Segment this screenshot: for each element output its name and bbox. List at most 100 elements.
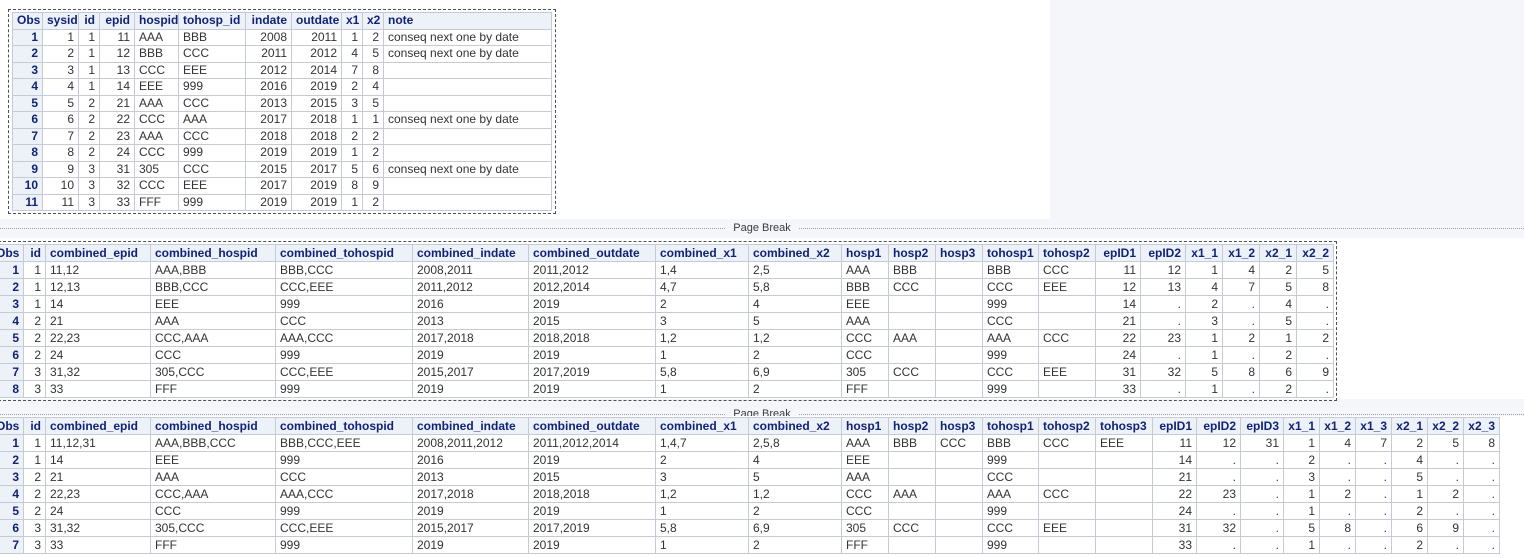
table-cell: 22 bbox=[1152, 485, 1197, 503]
table-cell: 2 bbox=[23, 329, 46, 347]
table-cell: AAA,BBB bbox=[150, 261, 276, 279]
table-cell: 5 bbox=[42, 94, 79, 112]
table-cell bbox=[935, 312, 983, 330]
table-cell: 12,13 bbox=[45, 278, 151, 296]
table-cell: 4 bbox=[1391, 451, 1428, 469]
table-cell: 2019 bbox=[528, 536, 656, 554]
table-cell: 4 bbox=[341, 45, 363, 63]
table-cell: 8 bbox=[1222, 363, 1260, 381]
column-header: Obs bbox=[0, 417, 24, 435]
table-cell: 2017 bbox=[245, 111, 292, 129]
table-cell: 3 bbox=[23, 380, 46, 398]
table-cell: 5 bbox=[341, 160, 363, 178]
table-cell: AAA bbox=[134, 127, 179, 145]
column-header: x1_1 bbox=[1283, 417, 1320, 435]
table-cell: . bbox=[1427, 451, 1464, 469]
header-row: Obs sysid id epid hospid tohosp_id indate outda… bbox=[12, 12, 552, 30]
table-cell: 2 bbox=[748, 346, 842, 364]
column-header: epID1 bbox=[1095, 244, 1141, 262]
table-combined-two-episodes-output[interactable]: Obsidcombined_epidcombined_hospidcombine… bbox=[0, 241, 1337, 401]
table-cell: . bbox=[1463, 502, 1500, 520]
table-cell: 999 bbox=[982, 502, 1039, 520]
table-cell bbox=[1038, 380, 1096, 398]
table-cell: 305 bbox=[841, 519, 889, 537]
column-header: combined_x1 bbox=[655, 417, 749, 435]
obs-cell: 6 bbox=[0, 346, 24, 364]
obs-cell: 8 bbox=[0, 380, 24, 398]
table-cell bbox=[383, 127, 552, 145]
table-cell: 2015 bbox=[245, 160, 292, 178]
table-cell: 3 bbox=[655, 468, 749, 486]
table-cell: 1 bbox=[23, 261, 46, 279]
table-cell: 2 bbox=[1427, 485, 1464, 503]
table-cell: . bbox=[1240, 451, 1284, 469]
table-cell: 5,8 bbox=[748, 278, 842, 296]
table-cell: CCC bbox=[178, 45, 246, 63]
table-cell: 6 bbox=[1391, 519, 1428, 537]
table-cell: 999 bbox=[982, 295, 1039, 313]
table-cell: 2012 bbox=[245, 61, 292, 79]
table-cell: 3 bbox=[1283, 468, 1320, 486]
table-cell: 2 bbox=[42, 45, 79, 63]
table-cell: 32 bbox=[99, 177, 135, 195]
table-cell: . bbox=[1355, 536, 1392, 554]
table-cell: AAA bbox=[178, 111, 246, 129]
table-cell: . bbox=[1427, 502, 1464, 520]
table-cell: CCC bbox=[178, 94, 246, 112]
column-header: combined_x2 bbox=[748, 244, 842, 262]
table-cell: 24 bbox=[1152, 502, 1197, 520]
table-cell: 1 bbox=[78, 28, 100, 46]
table-cell: 2 bbox=[1391, 536, 1428, 554]
table-cell: 2 bbox=[655, 451, 749, 469]
table-cell: 1,2 bbox=[748, 329, 842, 347]
table-cell: 2 bbox=[362, 144, 384, 162]
column-header: tohosp2 bbox=[1038, 417, 1096, 435]
column-header: tohosp2 bbox=[1038, 244, 1096, 262]
column-header: hosp2 bbox=[888, 244, 936, 262]
table-cell: 5 bbox=[748, 312, 842, 330]
table-cell: CCC bbox=[841, 346, 889, 364]
table-cell bbox=[935, 329, 983, 347]
table-cell: 2 bbox=[748, 380, 842, 398]
obs-cell: 4 bbox=[0, 312, 24, 330]
table-cell: CCC bbox=[982, 363, 1039, 381]
table-row: 8 8 2 24 CCC 999 2019 2019 1 2 bbox=[12, 144, 552, 162]
table-cell: 21 bbox=[99, 94, 135, 112]
table-cell: 1 bbox=[23, 295, 46, 313]
column-header: epID1 bbox=[1152, 417, 1197, 435]
table-cell: 2008,2011 bbox=[412, 261, 529, 279]
table-row: 1 1 1 11 AAA BBB 2008 2011 1 2 conseq next one by … bbox=[12, 28, 552, 46]
table-cell: 999 bbox=[982, 451, 1039, 469]
table-cell: 2015,2017 bbox=[412, 363, 529, 381]
table-cell: CCC bbox=[178, 160, 246, 178]
table-cell: 2018 bbox=[245, 127, 292, 145]
table-cell: 1 bbox=[362, 111, 384, 129]
table-cell: . bbox=[1140, 295, 1186, 313]
column-header: combined_indate bbox=[412, 244, 529, 262]
table-cell: conseq next one by date bbox=[383, 160, 552, 178]
table-cell: 999 bbox=[275, 295, 413, 313]
table-cell: 2011,2012 bbox=[528, 261, 656, 279]
table-cell: . bbox=[1355, 502, 1392, 520]
page-break-line-left bbox=[0, 228, 726, 229]
table-cell: 2 bbox=[362, 193, 384, 211]
obs-cell: 2 bbox=[12, 45, 43, 63]
table-episodes-output[interactable]: Obs sysid id epid hospid tohosp_id indate outda… bbox=[8, 9, 556, 214]
table-row: 9 9 3 31 305 CCC 2015 2017 5 6 conseq next one by … bbox=[12, 160, 552, 178]
table-combined-three-episodes-output[interactable]: Obsidcombined_epidcombined_hospidcombine… bbox=[0, 416, 1500, 554]
table-cell: 13 bbox=[1140, 278, 1186, 296]
table-cell: 12 bbox=[1196, 434, 1241, 452]
table-row: 1 1 11,12,31 AAA,BBB,CCC BBB,CCC,EEE 2008,201… bbox=[0, 434, 1500, 452]
table-cell: 21 bbox=[45, 468, 151, 486]
table-cell: . bbox=[1355, 451, 1392, 469]
table-cell: 305 bbox=[134, 160, 179, 178]
table-cell: 2019 bbox=[412, 346, 529, 364]
table-cell: CCC bbox=[982, 468, 1039, 486]
table-cell: 11,12 bbox=[45, 261, 151, 279]
table-cell: 2012,2014 bbox=[528, 278, 656, 296]
table-cell: 2 bbox=[1391, 502, 1428, 520]
table-row: 3 1 14 EEE 999 2016 2019 2 4 EEE 999 14. 2. 4. bbox=[0, 295, 1334, 313]
table-cell: 1 bbox=[341, 111, 363, 129]
table-cell: 5 bbox=[748, 468, 842, 486]
table-cell: 2019 bbox=[412, 536, 529, 554]
